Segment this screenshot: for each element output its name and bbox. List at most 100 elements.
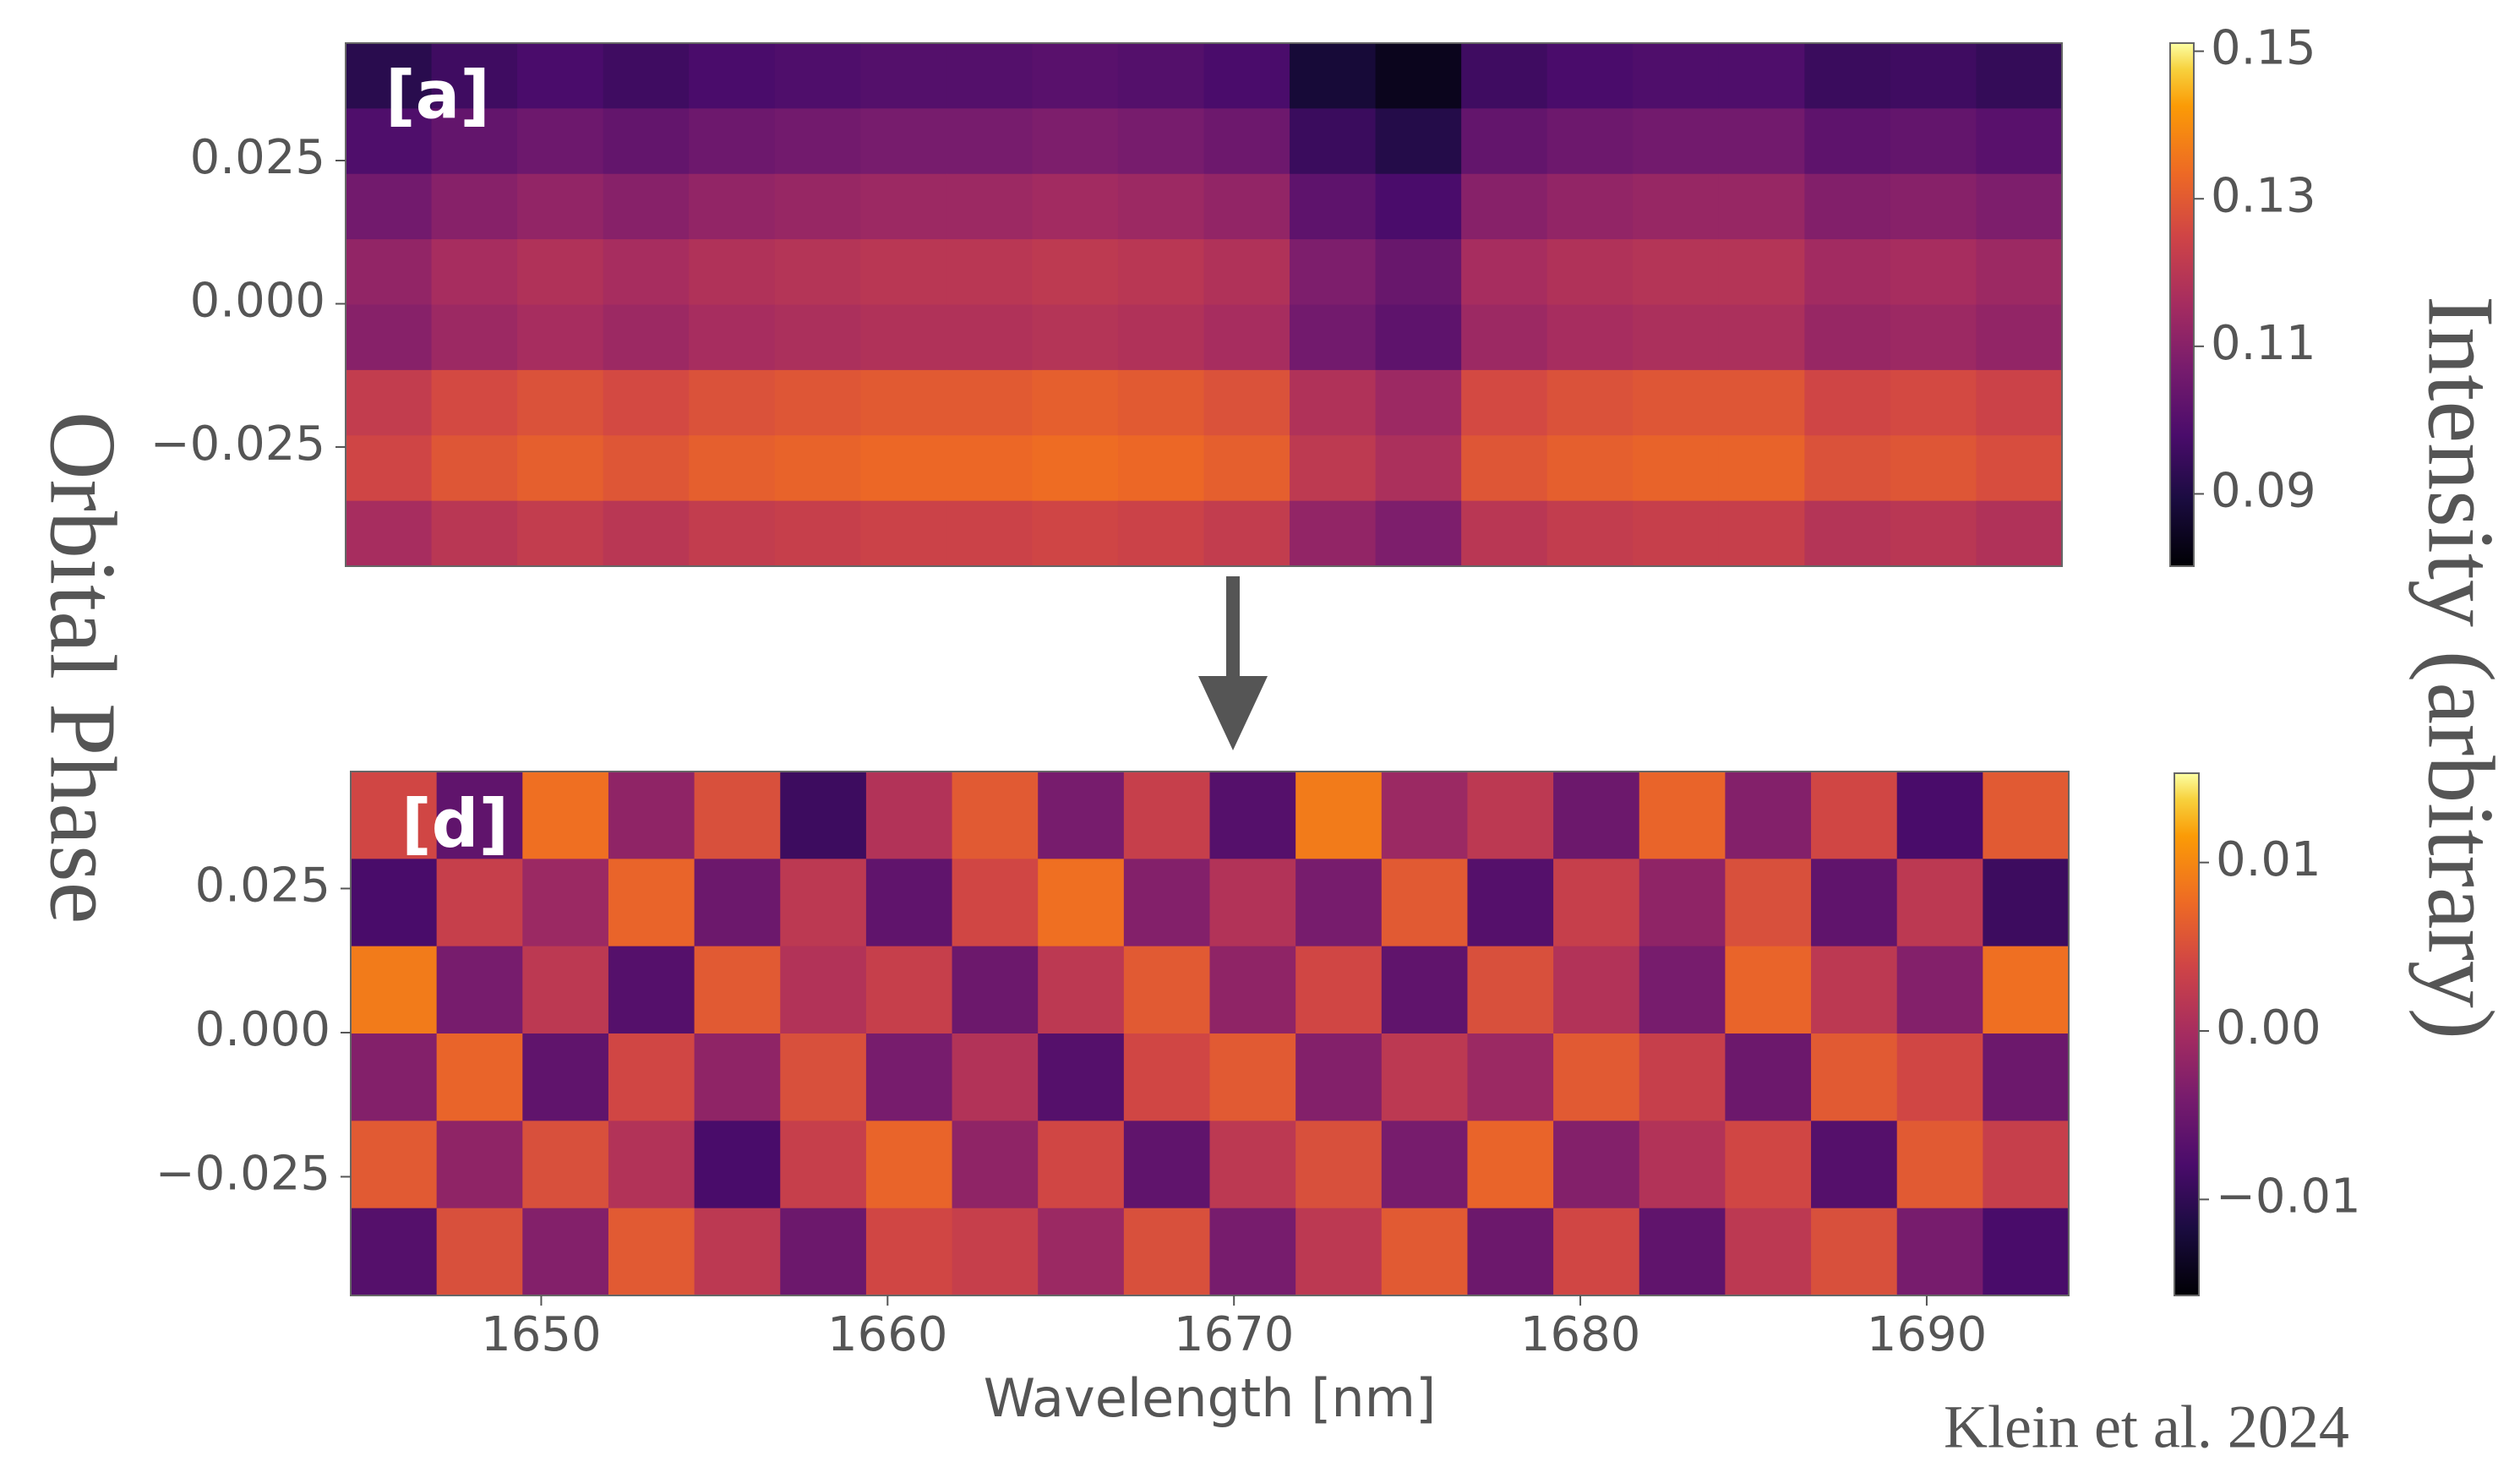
heatmap-cell [689, 500, 776, 567]
heatmap-cell [522, 946, 609, 1034]
heatmap-cell [946, 435, 1033, 502]
heatmap-cell [1976, 173, 2063, 240]
heatmap-cell [603, 435, 690, 502]
heatmap-cell [1718, 108, 1805, 175]
x-tick-label: 1680 [1520, 1307, 1641, 1362]
heatmap-cell [1381, 1033, 1469, 1121]
heatmap-cell [780, 1208, 867, 1296]
heatmap-cell [1725, 1033, 1812, 1121]
heatmap-cell [1295, 859, 1383, 947]
heatmap-cell [517, 304, 604, 371]
colorbar-tick-label: 0.15 [2211, 21, 2316, 76]
heatmap-cell [1381, 946, 1469, 1034]
heatmap-cell [860, 304, 947, 371]
heatmap-cell [522, 859, 609, 947]
heatmap-cell [1461, 108, 1548, 175]
heatmap-cell [1639, 1208, 1726, 1296]
heatmap-cell [1546, 304, 1634, 371]
heatmap-cell [431, 435, 518, 502]
heatmap-cell [1983, 946, 2070, 1034]
heatmap-cell [351, 1121, 438, 1209]
heatmap-cell [1038, 1121, 1125, 1209]
colorbar-tick-label: 0.13 [2211, 168, 2316, 223]
heatmap-cell [1633, 173, 1720, 240]
heatmap-cell [1633, 500, 1720, 567]
heatmap-cell [694, 772, 781, 859]
heatmap-cell [431, 369, 518, 436]
heatmap-cell [1890, 500, 1977, 567]
heatmap-cell [1896, 1033, 1983, 1121]
heatmap-cell [1983, 772, 2070, 859]
heatmap-cell [952, 1208, 1039, 1296]
heatmap-cell [431, 304, 518, 371]
heatmap-cell [1032, 239, 1119, 306]
heatmap-cell [1461, 500, 1548, 567]
heatmap-cell [431, 108, 518, 175]
heatmap-cell [1890, 435, 1977, 502]
colorbar-tick-label: 0.01 [2216, 832, 2321, 887]
heatmap-cell [689, 239, 776, 306]
heatmap-cell [1123, 946, 1211, 1034]
heatmap-cell [1123, 1033, 1211, 1121]
heatmap-cell [1209, 859, 1296, 947]
heatmap-cell [694, 1033, 781, 1121]
heatmap-cell [1032, 43, 1119, 109]
heatmap-cell [1718, 239, 1805, 306]
heatmap-cell [1976, 108, 2063, 175]
colorbar-tick-label: 0.00 [2216, 1001, 2321, 1055]
heatmap-cell [1546, 173, 1634, 240]
heatmap-cell [1375, 239, 1462, 306]
heatmap-cell [436, 859, 523, 947]
heatmap-cell [1290, 43, 1377, 109]
y-tick-label: 0.025 [190, 130, 325, 185]
heatmap-cell [1983, 1208, 2070, 1296]
x-tick-label: 1670 [1174, 1307, 1295, 1362]
heatmap-cell [1203, 173, 1290, 240]
heatmap-cell [780, 859, 867, 947]
heatmap-cell [952, 946, 1039, 1034]
heatmap-cell [860, 239, 947, 306]
heatmap-cell [1811, 772, 1898, 859]
heatmap-cell [1375, 500, 1462, 567]
arrow [1198, 576, 1268, 750]
colorbar-title: Intensity (arbitrary) [2408, 296, 2512, 1039]
heatmap-cell [1290, 500, 1377, 567]
heatmap-cell [780, 946, 867, 1034]
heatmap-cell [1375, 108, 1462, 175]
heatmap-cell [1203, 500, 1290, 567]
heatmap-cell [1890, 304, 1977, 371]
heatmap-cell [1123, 1208, 1211, 1296]
credit: Klein et al. 2024 [1944, 1393, 2349, 1461]
heatmap-cell [689, 43, 776, 109]
heatmap-cell [1290, 435, 1377, 502]
heatmap-cell [603, 500, 690, 567]
heatmap-cell [436, 1033, 523, 1121]
panel-label: [d] [401, 786, 509, 862]
heatmap-cell [1375, 435, 1462, 502]
heatmap-cell [1633, 304, 1720, 371]
heatmap-cell [1546, 435, 1634, 502]
heatmap-cell [517, 173, 604, 240]
heatmap-cell [1295, 946, 1383, 1034]
heatmap-cell [1546, 369, 1634, 436]
heatmap-cell [1896, 1208, 1983, 1296]
heatmap-cell [774, 500, 861, 567]
heatmap-cell [1290, 173, 1377, 240]
heatmap-cell [774, 173, 861, 240]
heatmap-cell [774, 304, 861, 371]
heatmap-cell [946, 43, 1033, 109]
heatmap-cell [517, 435, 604, 502]
heatmap-cell [1553, 1033, 1640, 1121]
heatmap-cell [431, 500, 518, 567]
heatmap-cell [522, 1208, 609, 1296]
y-tick-label: 0.000 [195, 1002, 330, 1057]
heatmap-cell [608, 1121, 695, 1209]
heatmap-cell [1639, 772, 1726, 859]
heatmap-cell [1461, 43, 1548, 109]
heatmap-cell [1038, 946, 1125, 1034]
x-tick-label: 1650 [481, 1307, 602, 1362]
heatmap-cell [1633, 435, 1720, 502]
heatmap-cell [1032, 173, 1119, 240]
heatmap-cell [1209, 1208, 1296, 1296]
heatmap-cell [346, 173, 433, 240]
